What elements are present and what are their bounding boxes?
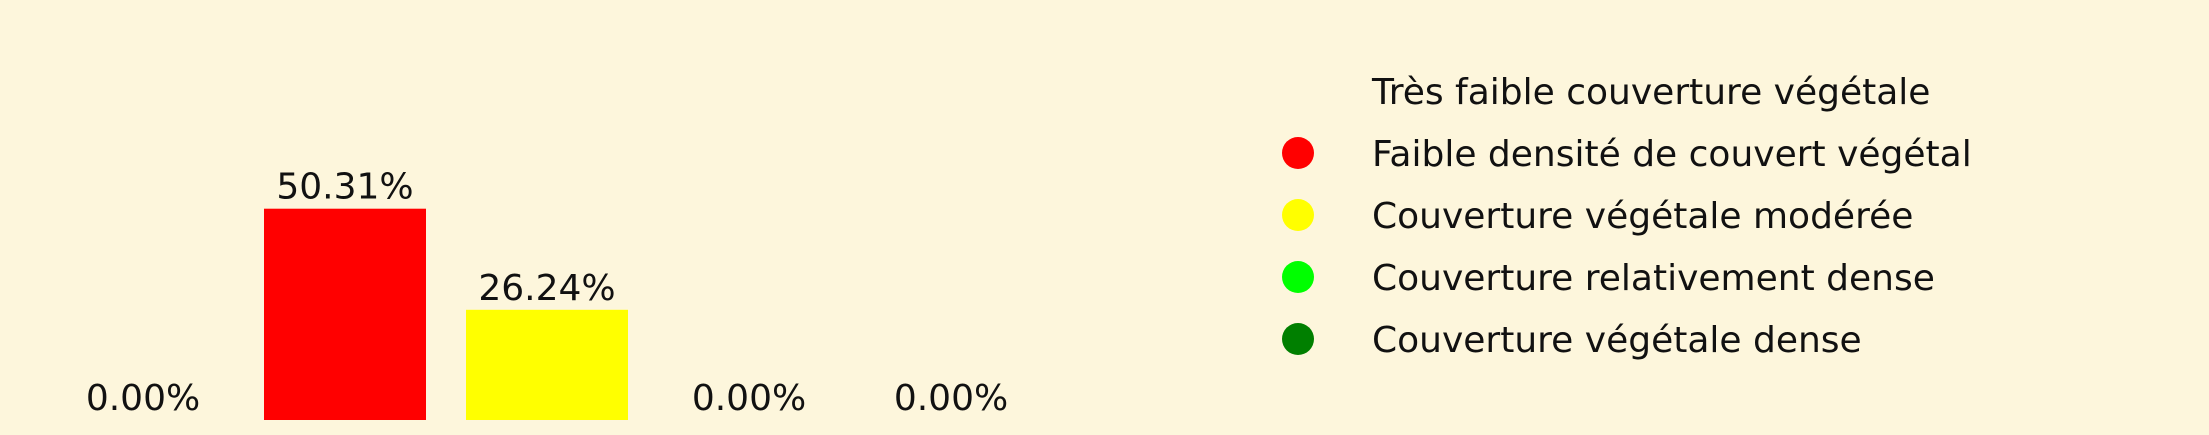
value-labels-group: 0.00% 50.31% 26.24% 0.00% 0.00% [86, 167, 1008, 419]
legend-label-2: Faible densité de couvert végétal [1372, 134, 1972, 175]
legend-label-4: Couverture relativement dense [1372, 258, 1935, 299]
bar-2 [264, 208, 426, 420]
legend-marker-4 [1282, 261, 1314, 293]
bar-3 [466, 309, 628, 420]
bar-value-label-1: 0.00% [86, 378, 200, 419]
bar-value-label-4: 0.00% [692, 378, 806, 419]
legend-label-5: Couverture végétale dense [1372, 320, 1862, 361]
bar-value-label-5: 0.00% [894, 378, 1008, 419]
legend-marker-3 [1282, 199, 1314, 231]
legend-marker-1 [1282, 75, 1314, 107]
legend: Très faible couverture végétale Faible de… [1282, 72, 1972, 361]
legend-label-3: Couverture végétale modérée [1372, 196, 1913, 237]
legend-marker-2 [1282, 137, 1314, 169]
bars-group [264, 208, 628, 420]
legend-label-1: Très faible couverture végétale [1371, 72, 1930, 113]
bar-value-label-2: 50.31% [276, 167, 413, 208]
legend-marker-5 [1282, 323, 1314, 355]
bar-value-label-3: 26.24% [478, 268, 615, 309]
